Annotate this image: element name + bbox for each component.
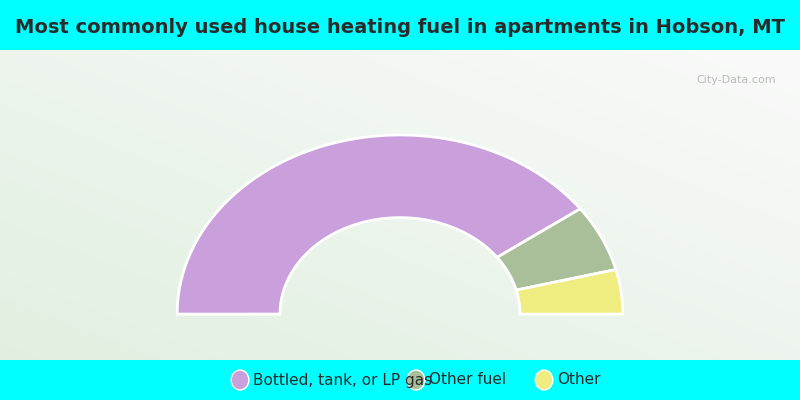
Text: Other: Other bbox=[557, 372, 600, 388]
Polygon shape bbox=[177, 135, 580, 314]
Polygon shape bbox=[516, 270, 623, 314]
Polygon shape bbox=[497, 209, 616, 290]
Text: Most commonly used house heating fuel in apartments in Hobson, MT: Most commonly used house heating fuel in… bbox=[15, 18, 785, 37]
Ellipse shape bbox=[231, 370, 249, 390]
Text: Bottled, tank, or LP gas: Bottled, tank, or LP gas bbox=[253, 372, 432, 388]
Ellipse shape bbox=[407, 370, 425, 390]
Text: City-Data.com: City-Data.com bbox=[696, 75, 776, 85]
Text: Other fuel: Other fuel bbox=[429, 372, 506, 388]
Ellipse shape bbox=[535, 370, 553, 390]
